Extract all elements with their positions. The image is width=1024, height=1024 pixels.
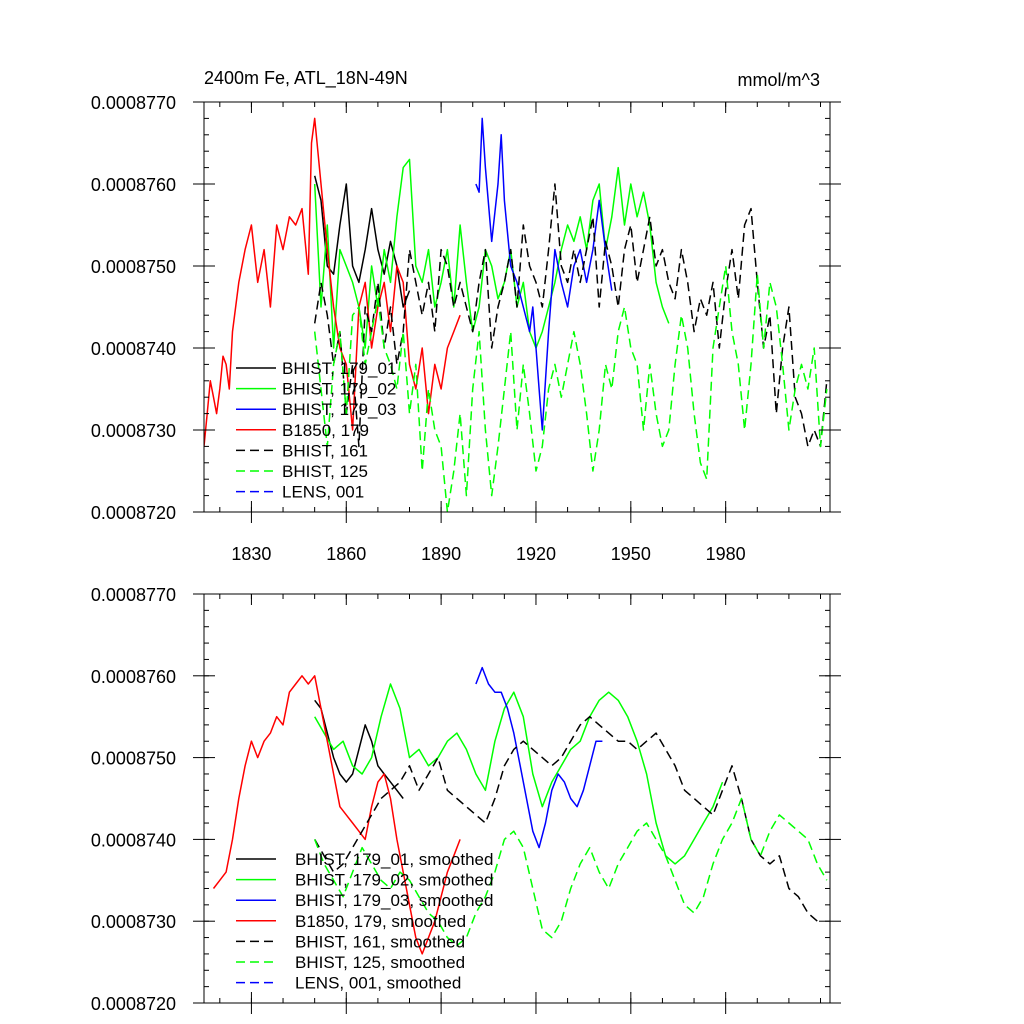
series-line-bhist-161-smoothed xyxy=(314,715,818,922)
y-tick-label: 0.0008750 xyxy=(91,257,176,277)
legend-label: BHIST, 179_03, smoothed xyxy=(295,891,493,910)
plot-frame xyxy=(203,593,831,1004)
legend-label: BHIST, 179_01, smoothed xyxy=(295,850,493,869)
y-tick-label: 0.0008740 xyxy=(91,339,176,359)
legend-label: BHIST, 179_03 xyxy=(282,400,396,419)
series-line-b1850-179 xyxy=(204,117,461,447)
y-tick-label: 0.0008740 xyxy=(91,830,176,850)
series-group xyxy=(204,117,828,512)
series-line-bhist-179-02-smoothed xyxy=(314,683,724,865)
legend-label: BHIST, 179_01 xyxy=(282,359,396,378)
y-tick-label: 0.0008750 xyxy=(91,749,176,769)
x-tick-label: 1860 xyxy=(326,544,366,564)
series-line-bhist-179-03 xyxy=(475,117,613,431)
series-line-bhist-125-smoothed xyxy=(313,797,828,947)
series-line-bhist-179-01-smoothed xyxy=(314,699,404,799)
y-tick-label: 0.0008760 xyxy=(91,667,176,687)
legend-label: B1850, 179, smoothed xyxy=(295,912,466,931)
top-panel: 2400m Fe, ATL_18N-49N mmol/m^3 1830 1860 1… xyxy=(91,68,841,564)
series-line-bhist-161 xyxy=(313,183,828,448)
legend-label: B1850, 179 xyxy=(282,421,369,440)
legend-label: LENS, 001 xyxy=(282,483,364,502)
bottom-panel: 0.0008720 0.0008730 0.0008740 0.0008750 0.00… xyxy=(91,585,841,1014)
y-tick-label: 0.0008770 xyxy=(91,93,176,113)
y-tick-label: 0.0008770 xyxy=(91,585,176,605)
y-tick-label: 0.0008730 xyxy=(91,912,176,932)
x-tick-label: 1980 xyxy=(706,544,746,564)
y-tick-label: 0.0008720 xyxy=(91,994,176,1014)
x-tick-label: 1890 xyxy=(421,544,461,564)
series-group xyxy=(212,666,828,955)
y-tick-label: 0.0008730 xyxy=(91,421,176,441)
legend-label: BHIST, 161, smoothed xyxy=(295,932,465,951)
y-tick-label: 0.0008760 xyxy=(91,175,176,195)
series-line-bhist-179-03-smoothed xyxy=(475,666,603,849)
legend-label: LENS, 001, smoothed xyxy=(295,974,461,993)
series-line-b1850-179-smoothed xyxy=(212,675,461,955)
series-line-bhist-125 xyxy=(313,265,828,512)
legend-label: BHIST, 125, smoothed xyxy=(295,953,465,972)
legend-label: BHIST, 125 xyxy=(282,462,368,481)
x-tick-label: 1920 xyxy=(516,544,556,564)
top-panel-title: 2400m Fe, ATL_18N-49N xyxy=(204,68,408,89)
legend-label: BHIST, 179_02 xyxy=(282,380,396,399)
legend: BHIST, 179_01, smoothed BHIST, 179_02, sm… xyxy=(236,850,493,993)
x-tick-label: 1830 xyxy=(231,544,271,564)
y-tick-label: 0.0008720 xyxy=(91,503,176,523)
top-panel-units: mmol/m^3 xyxy=(738,70,820,90)
plot-frame xyxy=(203,101,831,513)
legend-label: BHIST, 161 xyxy=(282,441,368,460)
series-line-bhist-179-02 xyxy=(313,158,670,349)
x-tick-label: 1950 xyxy=(611,544,651,564)
legend-label: BHIST, 179_02, smoothed xyxy=(295,871,493,890)
